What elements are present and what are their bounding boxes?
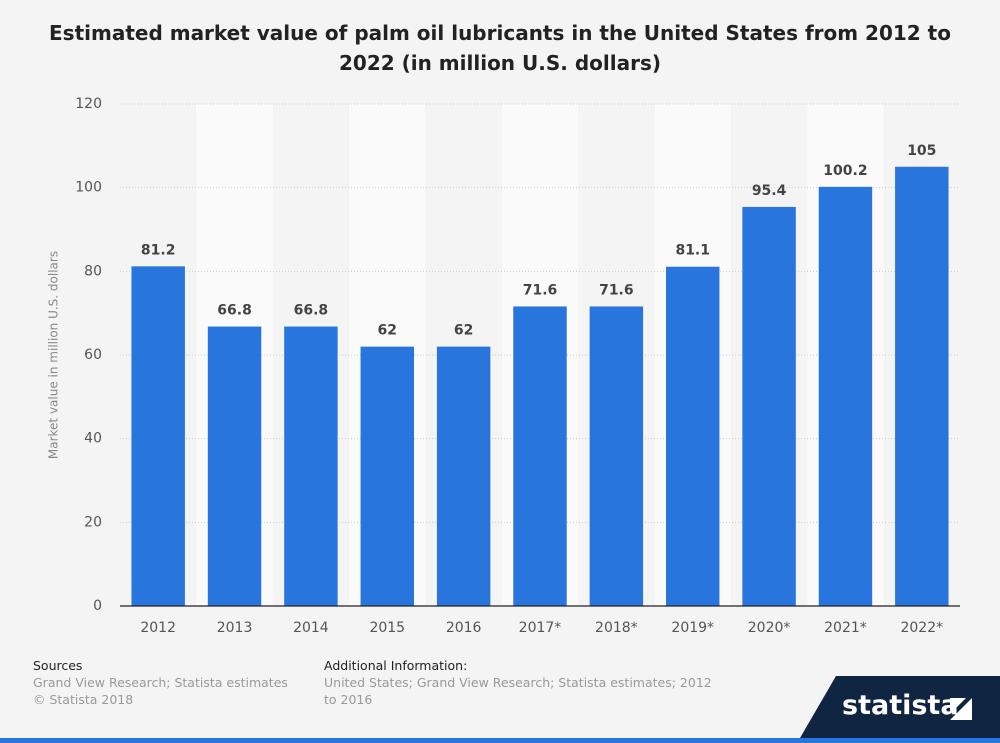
source-line: © Statista 2018 [33,692,134,707]
sources: Sources Grand View Research; Statista es… [33,657,288,708]
chart: Estimated market value of palm oil lubri… [47,21,960,636]
logo-icon [950,698,972,720]
data-label: 66.8 [217,303,252,319]
data-label: 95.4 [752,183,787,199]
info-title: Additional Information: [324,658,468,673]
bar [589,306,644,606]
data-label: 81.2 [141,242,176,258]
logo: statista [842,690,959,721]
bar [742,206,796,606]
x-tick-label: 2017* [519,620,562,636]
title-box: Estimated market value of palm oil lubri… [49,21,951,75]
logo-box: statista [800,676,1000,738]
bar [895,166,949,606]
info-text: United States; Grand View Research; Stat… [324,675,712,707]
x-tick-label: 2015 [369,620,405,636]
bar [207,326,262,606]
data-label: 71.6 [523,282,558,298]
bar [131,266,185,606]
y-tick-label: 40 [84,431,102,447]
sources-title: Sources [33,658,83,673]
bar [666,266,720,606]
data-label: 66.8 [294,303,329,319]
x-tick-label: 2016 [446,620,482,636]
data-label: 105 [907,143,936,159]
y-tick-label: 120 [75,96,102,112]
x-tick-label: 2018* [595,620,638,636]
y-tick-label: 0 [93,598,102,614]
x-tick-label: 2013 [217,620,253,636]
data-label: 81.1 [675,243,710,259]
data-label: 62 [378,323,397,339]
y-axis-label: Market value in million U.S. dollars [47,251,61,459]
bar [436,346,491,606]
bar [513,306,567,606]
x-tick-label: 2012 [140,620,176,636]
bar [818,186,873,606]
data-label: 62 [454,323,473,339]
data-label: 71.6 [599,282,634,298]
y-tick-label: 80 [84,263,102,279]
x-tick-label: 2019* [671,620,714,636]
y-tick-label: 100 [75,180,102,196]
data-label: 100.2 [823,163,867,179]
bottom-strip [0,738,1000,743]
x-tick-label: 2021* [824,620,867,636]
chart-title: Estimated market value of palm oil lubri… [49,21,951,75]
bar [284,326,338,606]
x-tick-label: 2020* [748,620,791,636]
additional-info: Additional Information: United States; G… [324,657,724,708]
x-tick-label: 2014 [293,620,329,636]
y-tick-label: 20 [84,514,102,530]
source-line: Grand View Research; Statista estimates [33,675,288,690]
y-tick-label: 60 [84,347,102,363]
x-tick-label: 2022* [900,620,943,636]
bar [360,346,414,606]
